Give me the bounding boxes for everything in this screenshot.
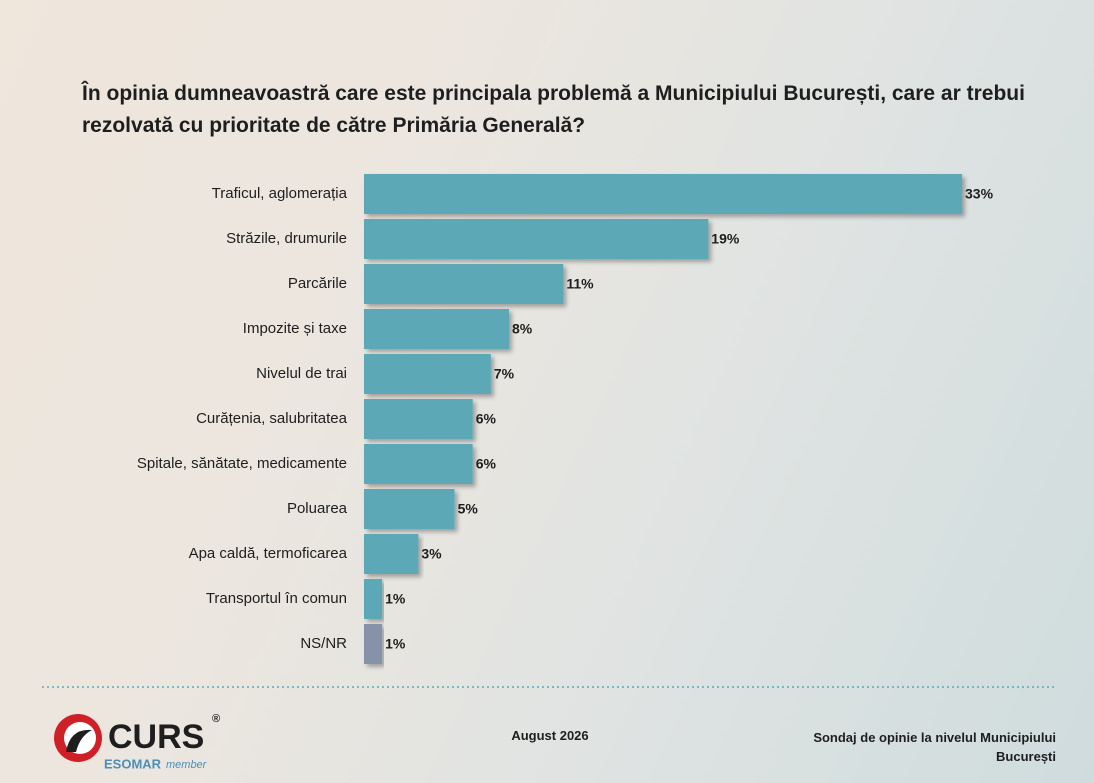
category-label: Poluarea (287, 500, 348, 517)
category-label: Transportul în comun (206, 590, 347, 607)
category-label: NS/NR (300, 635, 347, 652)
value-label: 6% (476, 456, 497, 472)
logo-affiliation-note: member (166, 759, 208, 771)
value-label: 11% (566, 276, 594, 292)
value-label: 33% (965, 186, 994, 202)
logo-name: CURS (108, 718, 204, 756)
value-label: 7% (494, 366, 515, 382)
bar (364, 174, 962, 214)
value-label: 1% (385, 636, 406, 652)
footer-source: Sondaj de opinie la nivelul Municipiului… (813, 730, 1056, 764)
category-label: Nivelul de trai (256, 365, 347, 382)
value-label: 6% (476, 411, 497, 427)
footer-date: August 2026 (511, 728, 589, 743)
bar (364, 264, 564, 304)
bar (364, 444, 473, 484)
value-label: 19% (711, 231, 740, 247)
bar (364, 624, 383, 664)
value-label: 5% (458, 501, 479, 517)
bar (364, 489, 455, 529)
category-label: Traficul, aglomerația (212, 185, 348, 202)
bar (364, 354, 491, 394)
bar (364, 534, 419, 574)
logo-mark: ® (212, 713, 220, 725)
category-label: Parcările (288, 275, 347, 292)
value-label: 8% (512, 321, 533, 337)
category-label: Curățenia, salubritatea (196, 410, 348, 427)
chart-title: În opinia dumneavoastră care este princi… (82, 82, 1025, 137)
bar (364, 309, 509, 349)
logo-swirl (66, 729, 92, 752)
value-label: 3% (421, 546, 442, 562)
logo: CURS ® ESOMAR member (54, 713, 220, 771)
bar (364, 399, 473, 439)
category-label: Spitale, sănătate, medicamente (137, 455, 347, 472)
category-label: Impozite și taxe (243, 320, 347, 337)
bar (364, 219, 709, 259)
bar (364, 579, 383, 619)
value-label: 1% (385, 591, 406, 607)
logo-affiliation: ESOMAR (104, 756, 162, 771)
category-label: Străzile, drumurile (226, 230, 347, 247)
category-label: Apa caldă, termoficarea (189, 545, 348, 562)
